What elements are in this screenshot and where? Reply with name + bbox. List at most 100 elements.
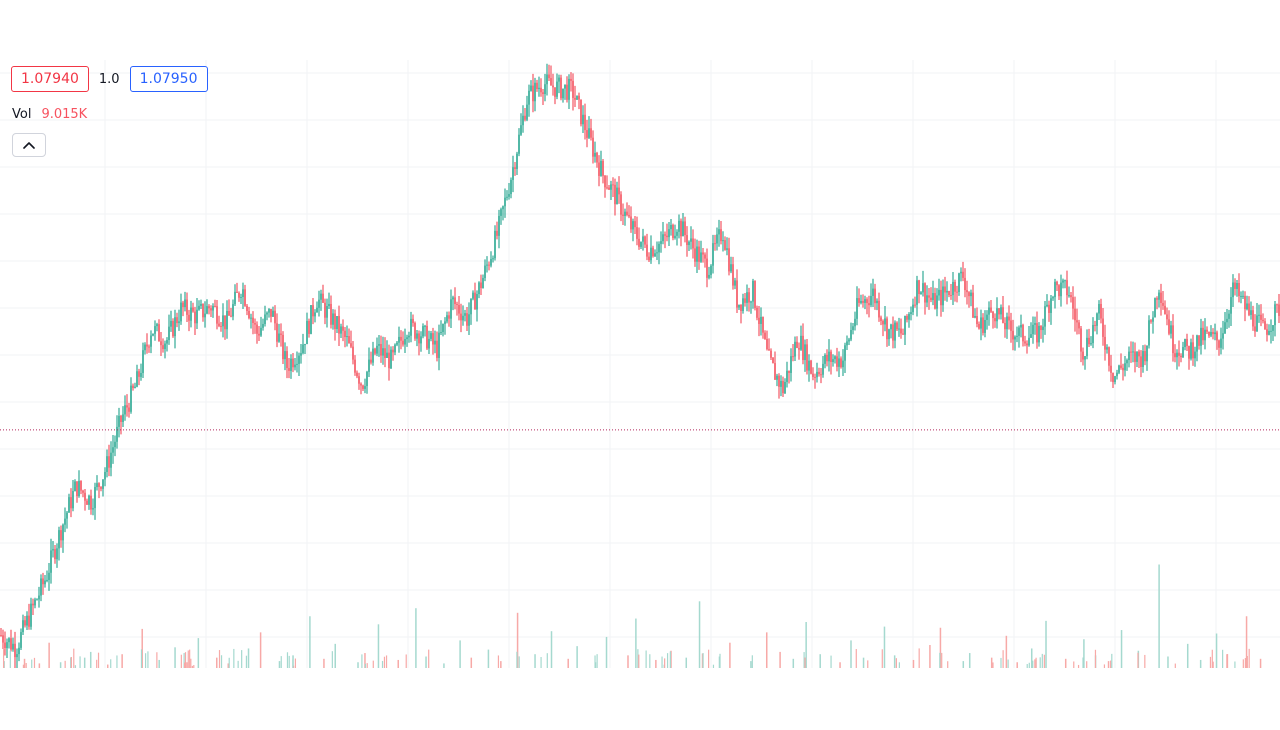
candle-down xyxy=(1144,351,1146,362)
candle-up xyxy=(722,240,724,242)
candle-down xyxy=(286,351,288,369)
candle-up xyxy=(526,104,528,120)
volume-bar-up xyxy=(968,653,971,668)
candle-up xyxy=(178,321,180,324)
volume-bar-up xyxy=(183,653,185,668)
volume-bar-up xyxy=(685,657,688,668)
candle-up xyxy=(1042,326,1044,331)
volume-bar-up xyxy=(819,654,821,668)
candle-up xyxy=(986,314,988,320)
candle-up xyxy=(116,426,118,442)
volume-bar-up xyxy=(220,655,223,668)
volume-bar-up xyxy=(357,662,359,668)
candle-down xyxy=(454,297,456,305)
candle-up xyxy=(472,292,474,299)
candle-up xyxy=(700,252,702,262)
chart-area[interactable] xyxy=(0,60,1280,668)
candle-down xyxy=(1026,343,1028,346)
candle-up xyxy=(952,281,954,296)
candle-up xyxy=(48,572,50,580)
volume-legend: Vol 9.015K xyxy=(12,107,87,122)
candle-down xyxy=(466,313,468,326)
volume-bar-up xyxy=(805,622,807,668)
collapse-legend-button[interactable] xyxy=(12,133,46,157)
candle-up xyxy=(1118,365,1120,373)
candle-up xyxy=(152,333,154,336)
candle-down xyxy=(648,256,650,261)
candle-down xyxy=(148,346,150,348)
candle-down xyxy=(1056,281,1058,286)
candle-down xyxy=(308,320,310,334)
candle-up xyxy=(1128,351,1130,361)
volume-bar-up xyxy=(862,657,865,668)
bid-price-button[interactable]: 1.07940 xyxy=(11,66,89,92)
candle-up xyxy=(378,344,380,346)
candle-up xyxy=(800,335,802,350)
candle-up xyxy=(1214,332,1216,335)
candle-up xyxy=(438,332,440,358)
candle-up xyxy=(1084,356,1086,360)
candle-up xyxy=(734,280,736,286)
candle-down xyxy=(1178,352,1180,356)
candle-up xyxy=(184,299,186,308)
candle-up xyxy=(92,508,94,510)
candle-down xyxy=(866,299,868,304)
candle-down xyxy=(1264,321,1266,330)
candle-down xyxy=(1202,327,1204,341)
candle-down xyxy=(14,643,16,658)
candle-down xyxy=(1074,308,1076,321)
candle-up xyxy=(326,306,328,318)
candle-down xyxy=(900,328,902,334)
volume-bar-up xyxy=(334,643,336,668)
candle-up xyxy=(1142,351,1144,367)
volume-bar-up xyxy=(83,657,86,668)
candle-down xyxy=(906,315,908,320)
candle-up xyxy=(396,342,398,345)
candle-down xyxy=(982,317,984,333)
candle-down xyxy=(384,348,386,358)
candle-up xyxy=(96,483,98,488)
volume-bar-up xyxy=(645,650,647,668)
volume-bar-up xyxy=(1028,662,1030,668)
candle-down xyxy=(714,243,716,245)
candle-down xyxy=(254,322,256,325)
candle-down xyxy=(1082,351,1084,360)
candle-down xyxy=(456,304,458,306)
candle-up xyxy=(174,317,176,337)
candle-up xyxy=(232,304,234,317)
candle-up xyxy=(298,355,300,364)
candle-down xyxy=(70,497,72,509)
candle-down xyxy=(218,323,220,326)
candle-up xyxy=(284,351,286,360)
candle-up xyxy=(1124,363,1126,371)
candle-down xyxy=(224,315,226,330)
candle-down xyxy=(772,357,774,364)
candle-up xyxy=(808,360,810,371)
volume-bar-down xyxy=(193,665,195,668)
candle-up xyxy=(434,340,436,345)
candle-down xyxy=(176,317,178,324)
volume-bar-down xyxy=(670,650,672,668)
candle-down xyxy=(1070,295,1072,298)
volume-bar-down xyxy=(918,648,920,668)
volume-bar-up xyxy=(1215,633,1218,668)
volume-bar-up xyxy=(702,653,704,668)
volume-bar-down xyxy=(38,663,41,668)
candle-up xyxy=(1020,324,1022,328)
candle-up xyxy=(1044,306,1046,327)
candle-down xyxy=(474,292,476,310)
candle-up xyxy=(936,295,938,309)
volume-bar-down xyxy=(1016,662,1018,668)
ask-price-button[interactable]: 1.07950 xyxy=(129,66,208,92)
candle-down xyxy=(82,490,84,493)
volume-bar-up xyxy=(158,659,160,668)
candle-down xyxy=(1088,337,1090,345)
volume-bar-down xyxy=(470,657,473,668)
volume-bar-up xyxy=(698,601,701,668)
volume-bar-down xyxy=(366,663,368,668)
candle-down xyxy=(962,271,964,278)
candle-up xyxy=(1246,303,1248,310)
candle-down xyxy=(1248,303,1250,315)
candlestick-chart[interactable] xyxy=(0,60,1280,668)
candle-down xyxy=(230,315,232,317)
